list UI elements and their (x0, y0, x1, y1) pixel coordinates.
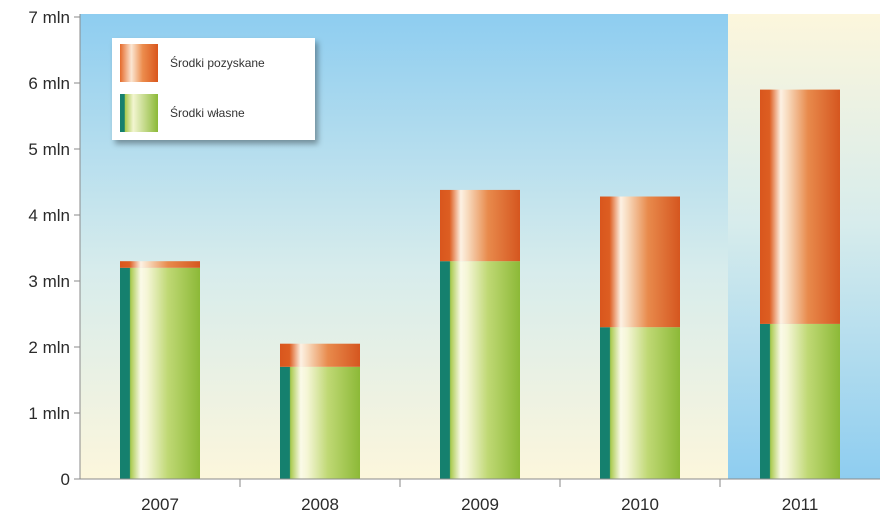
bar-own-funds-2008 (280, 366, 360, 479)
bar-acquired-funds-2011 (760, 89, 840, 324)
y-tick-label: 3 mln (28, 272, 70, 291)
x-tick-label: 2010 (621, 495, 659, 514)
bar-own-funds-2009 (440, 261, 520, 479)
legend-label-acquired: Środki pozyskane (170, 55, 265, 70)
y-tick-label: 4 mln (28, 206, 70, 225)
legend-label-own: Środki własne (170, 105, 245, 120)
axes: 0 1 mln 2 mln 3 mln 4 mln 5 mln 6 mln 7 mln 200… (28, 8, 880, 514)
x-tick-label: 2007 (141, 495, 179, 514)
y-tick-label: 2 mln (28, 338, 70, 357)
bars-group (120, 89, 840, 479)
bar-acquired-funds-2008 (280, 343, 360, 367)
bar-acquired-funds-2007 (120, 261, 200, 268)
bar-own-funds-2010 (600, 327, 680, 479)
bar-own-funds-2007 (120, 267, 200, 479)
legend-swatch-own (120, 94, 158, 132)
bar-acquired-funds-2009 (440, 189, 520, 262)
y-tick-label: 6 mln (28, 74, 70, 93)
legend-swatch-acquired (120, 44, 158, 82)
bar-own-funds-2011 (760, 323, 840, 479)
y-tick-label: 1 mln (28, 404, 70, 423)
y-tick-label: 5 mln (28, 140, 70, 159)
y-tick-label: 0 (61, 470, 70, 489)
bar-acquired-funds-2010 (600, 196, 680, 328)
x-tick-label: 2011 (782, 495, 819, 514)
legend: Środki pozyskane Środki własne (112, 38, 315, 140)
y-axis-ticks: 0 1 mln 2 mln 3 mln 4 mln 5 mln 6 mln 7 mln (28, 8, 80, 489)
x-tick-label: 2009 (461, 495, 499, 514)
y-tick-label: 7 mln (28, 8, 70, 27)
x-tick-label: 2008 (301, 495, 339, 514)
x-axis-ticks: 2007 2008 2009 2010 2011 (141, 479, 818, 514)
